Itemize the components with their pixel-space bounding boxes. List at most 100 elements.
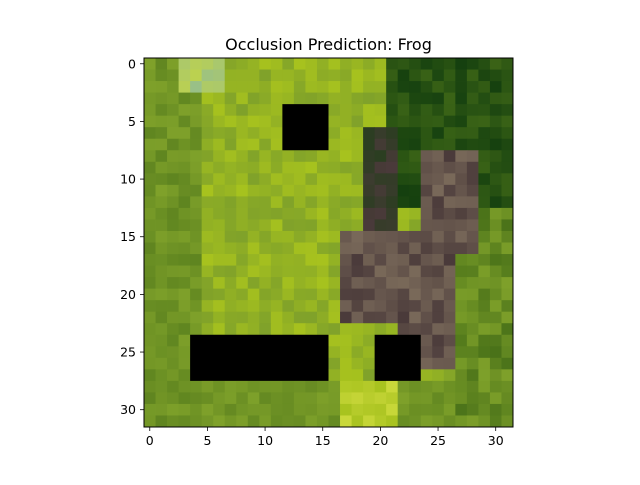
image-pixel	[270, 242, 283, 255]
image-pixel	[501, 69, 514, 82]
image-pixel	[466, 219, 479, 232]
image-pixel	[351, 127, 364, 140]
image-pixel	[363, 69, 376, 82]
image-pixel	[363, 104, 376, 117]
image-pixel	[409, 230, 422, 243]
image-pixel	[190, 196, 203, 209]
image-pixel	[293, 392, 306, 405]
image-pixel	[155, 334, 168, 347]
image-pixel	[478, 288, 491, 301]
image-pixel	[316, 288, 329, 301]
image-pixel	[363, 300, 376, 313]
image-pixel	[409, 254, 422, 266]
image-pixel	[328, 288, 341, 301]
image-pixel	[224, 92, 237, 105]
image-pixel	[478, 81, 491, 93]
image-pixel	[328, 207, 341, 220]
image-pixel	[190, 277, 203, 290]
image-pixel	[409, 311, 422, 324]
image-pixel	[409, 392, 422, 405]
image-pixel	[293, 161, 306, 174]
image-pixel	[351, 334, 364, 347]
image-pixel	[144, 300, 156, 313]
image-pixel	[443, 219, 456, 232]
image-pixel	[363, 323, 376, 336]
image-pixel	[236, 230, 249, 243]
image-pixel	[397, 69, 410, 82]
image-pixel	[201, 184, 214, 197]
image-pixel	[340, 173, 352, 186]
image-pixel	[305, 265, 318, 278]
image-pixel	[270, 219, 283, 232]
image-pixel	[466, 173, 479, 186]
image-pixel	[340, 403, 352, 416]
image-pixel	[501, 357, 514, 370]
image-pixel	[293, 242, 306, 255]
image-pixel	[328, 357, 341, 370]
image-pixel	[489, 311, 502, 324]
image-pixel	[432, 357, 445, 370]
image-pixel	[455, 415, 468, 428]
image-pixel	[351, 184, 364, 197]
image-pixel	[328, 92, 341, 105]
image-pixel	[455, 150, 468, 163]
image-pixel	[443, 323, 456, 336]
image-pixel	[374, 184, 387, 197]
image-pixel	[144, 196, 156, 209]
image-pixel	[155, 288, 168, 301]
image-pixel	[432, 150, 445, 163]
image-pixel	[351, 242, 364, 255]
x-tick-label: 15	[315, 433, 331, 448]
image-pixel	[155, 230, 168, 243]
image-pixel	[363, 380, 376, 393]
image-pixel	[144, 138, 156, 151]
image-pixel	[167, 334, 179, 347]
image-pixel	[501, 403, 514, 416]
image-pixel	[340, 415, 352, 428]
image-pixel	[363, 58, 376, 70]
image-pixel	[270, 138, 283, 151]
image-pixel	[478, 334, 491, 347]
image-pixel	[455, 161, 468, 174]
image-pixel	[316, 311, 329, 324]
image-pixel	[489, 369, 502, 382]
image-pixel	[247, 138, 260, 151]
image-pixel	[224, 161, 237, 174]
image-pixel	[501, 173, 514, 186]
image-pixel	[478, 380, 491, 393]
image-pixel	[409, 265, 422, 278]
image-pixel	[328, 300, 341, 313]
image-pixel	[478, 115, 491, 128]
image-pixel	[293, 184, 306, 197]
image-pixel	[247, 311, 260, 324]
image-pixel	[247, 69, 260, 82]
x-tick-label: 20	[372, 433, 388, 448]
image-pixel	[432, 254, 445, 266]
image-pixel	[328, 415, 341, 428]
image-pixel	[466, 115, 479, 128]
image-pixel	[397, 138, 410, 151]
image-pixel	[397, 300, 410, 313]
image-pixel	[351, 311, 364, 324]
image-pixel	[386, 415, 399, 428]
image-pixel	[420, 265, 433, 278]
image-pixel	[340, 334, 352, 347]
image-pixel	[489, 254, 502, 266]
image-pixel	[443, 242, 456, 255]
image-pixel	[282, 207, 295, 220]
image-pixel	[443, 334, 456, 347]
image-pixel	[397, 127, 410, 140]
image-pixel	[155, 346, 168, 359]
image-pixel	[374, 265, 387, 278]
image-pixel	[455, 58, 468, 70]
image-pixel	[478, 207, 491, 220]
image-pixel	[224, 58, 237, 70]
image-pixel	[340, 58, 352, 70]
image-pixel	[144, 161, 156, 174]
image-pixel	[155, 300, 168, 313]
image-pixel	[247, 184, 260, 197]
image-pixel	[224, 254, 237, 266]
image-pixel	[305, 300, 318, 313]
image-pixel	[432, 184, 445, 197]
